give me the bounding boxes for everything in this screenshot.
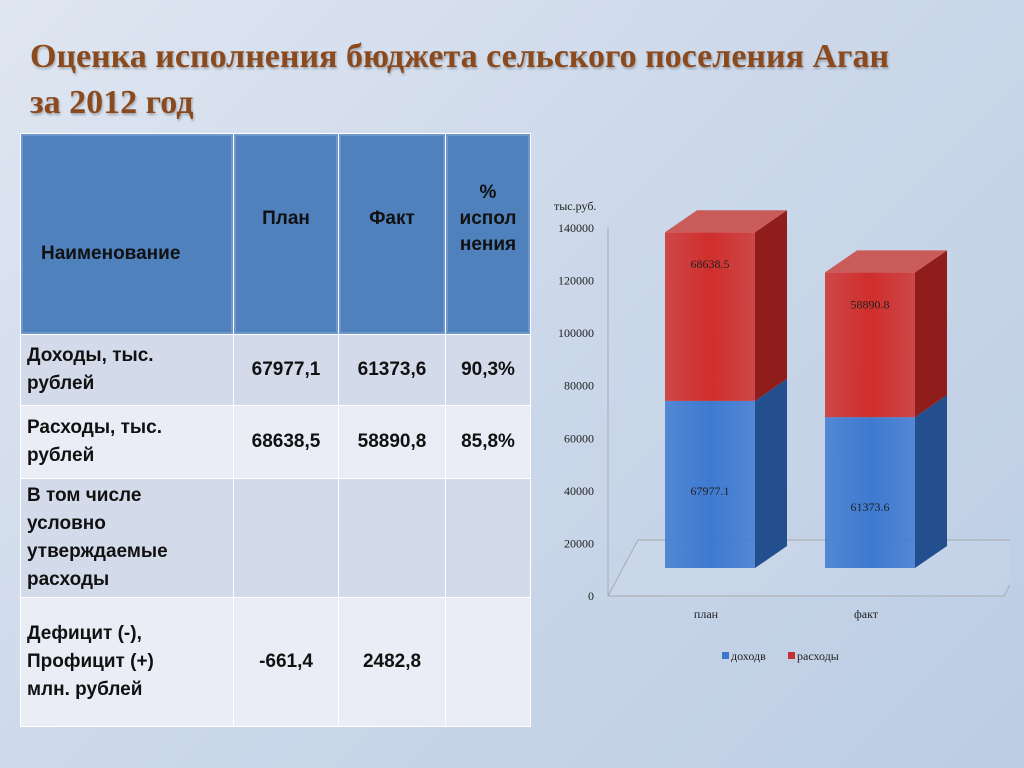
row-name-line: рублей <box>27 373 95 394</box>
table-row: Расходы, тыс. рублей 68638,5 58890,8 85,… <box>20 405 531 479</box>
row-name-line: млн. рублей <box>27 679 143 700</box>
bar-расходы-факт <box>825 272 915 418</box>
budget-chart: тыс.руб. 0 20000 40000 60000 80000 100000 12000… <box>554 199 1010 663</box>
budget-table: Наименование План Факт % испол нения Дох… <box>20 133 531 727</box>
header-percent-line-2: испол <box>459 208 517 229</box>
bar-side-расходы-план <box>755 210 787 401</box>
bar-top-факт <box>825 250 947 273</box>
cell-fact: 61373,6 <box>338 334 446 406</box>
row-name-line: В том числе <box>27 485 142 506</box>
table-row: Дефицит (-), Профицит (+) млн. рублей -6… <box>20 597 531 727</box>
row-name-deficit: Дефицит (-), Профицит (+) млн. рублей <box>20 597 234 727</box>
cell-percent: 85,8% <box>445 405 531 479</box>
row-name-line: Дефицит (-), <box>27 623 142 644</box>
cell-plan <box>233 478 339 598</box>
y-tick-label: 20000 <box>564 536 594 550</box>
x-tick-label-план: план <box>694 607 719 621</box>
y-tick-label: 100000 <box>558 326 594 340</box>
row-name-conditional: В том числе условно утверждаемые расходы <box>20 478 234 598</box>
y-tick-label: 80000 <box>564 379 594 393</box>
cell-plan: 67977,1 <box>233 334 339 406</box>
header-percent-line-3: нения <box>459 234 517 255</box>
header-percent: % испол нения <box>445 133 531 335</box>
data-label-расходы-факт: 58890.8 <box>851 297 890 311</box>
y-tick-label: 120000 <box>558 274 594 288</box>
title-line-2: за 2012 год <box>30 84 194 121</box>
cell-plan: -661,4 <box>233 597 339 727</box>
row-name-line: расходы <box>27 569 110 590</box>
bar-side-доходв-факт <box>915 395 947 568</box>
legend-swatch-доходв <box>722 652 729 659</box>
header-name: Наименование <box>20 133 234 335</box>
row-name-line: Профицит (+) <box>27 651 154 672</box>
header-plan: План <box>233 133 339 335</box>
cell-percent <box>445 597 531 727</box>
y-axis-label: тыс.руб. <box>554 199 596 213</box>
legend-swatch-расходы <box>788 652 795 659</box>
data-label-доходв-факт: 61373.6 <box>851 500 890 514</box>
data-label-доходв-план: 67977.1 <box>691 484 730 498</box>
page-title: Оценка исполнения бюджета сельского посе… <box>30 34 990 126</box>
cell-plan: 68638,5 <box>233 405 339 479</box>
row-name-line: рублей <box>27 445 95 466</box>
row-name-line: Доходы, тыс. <box>27 345 154 366</box>
cell-percent: 90,3% <box>445 334 531 406</box>
table-row: В том числе условно утверждаемые расходы <box>20 478 531 598</box>
header-percent-line-1: % <box>479 182 497 203</box>
bar-side-расходы-факт <box>915 250 947 418</box>
y-tick-label: 140000 <box>558 221 594 235</box>
y-tick-label: 60000 <box>564 431 594 445</box>
title-line-1: Оценка исполнения бюджета сельского посе… <box>30 38 890 75</box>
cell-fact: 58890,8 <box>338 405 446 479</box>
cell-fact <box>338 478 446 598</box>
cell-percent <box>445 478 531 598</box>
x-tick-label-факт: факт <box>854 607 879 621</box>
y-tick-label: 40000 <box>564 484 594 498</box>
bar-расходы-план <box>665 232 755 401</box>
row-name-line: Расходы, тыс. <box>27 417 162 438</box>
table-row: Доходы, тыс. рублей 67977,1 61373,6 90,3… <box>20 334 531 406</box>
row-name-expenses: Расходы, тыс. рублей <box>20 405 234 479</box>
header-fact: Факт <box>338 133 446 335</box>
y-tick-label: 0 <box>588 589 594 603</box>
data-label-расходы-план: 68638.5 <box>691 257 730 271</box>
bar-top-план <box>665 210 787 233</box>
row-name-income: Доходы, тыс. рублей <box>20 334 234 406</box>
table-header-row: Наименование План Факт % испол нения <box>20 133 531 335</box>
row-name-line: утверждаемые <box>27 541 168 562</box>
bar-side-доходв-план <box>755 378 787 568</box>
bar-доходв-факт <box>825 417 915 568</box>
cell-fact: 2482,8 <box>338 597 446 727</box>
bar-доходв-план <box>665 400 755 568</box>
row-name-line: условно <box>27 513 106 534</box>
legend-label-расходы: расходы <box>797 649 839 663</box>
legend-label-доходв: доходв <box>731 649 766 663</box>
